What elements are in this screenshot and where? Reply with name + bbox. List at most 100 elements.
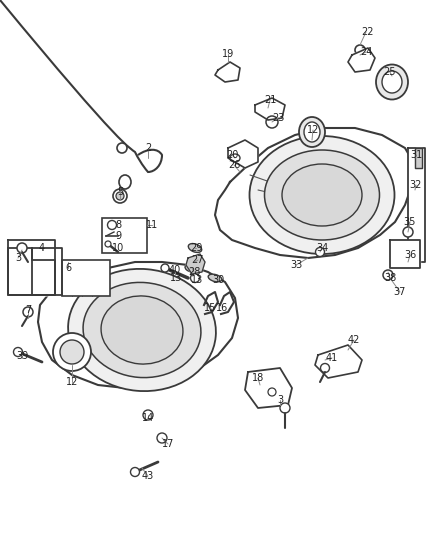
Bar: [102, 218, 147, 253]
Text: 35: 35: [404, 217, 416, 227]
Text: 10: 10: [112, 243, 124, 253]
Text: 36: 36: [404, 250, 416, 260]
Ellipse shape: [107, 221, 117, 230]
Ellipse shape: [191, 273, 199, 282]
Polygon shape: [408, 148, 425, 262]
Polygon shape: [186, 254, 205, 274]
Text: 12: 12: [66, 377, 78, 387]
Text: 34: 34: [316, 243, 328, 253]
Text: 5: 5: [117, 187, 123, 197]
Text: 13: 13: [191, 275, 203, 285]
Text: 11: 11: [146, 220, 158, 230]
Polygon shape: [228, 140, 258, 168]
Text: 20: 20: [226, 150, 238, 160]
Polygon shape: [255, 98, 285, 120]
Ellipse shape: [60, 340, 84, 364]
Ellipse shape: [23, 307, 33, 317]
Polygon shape: [8, 240, 55, 295]
Polygon shape: [32, 248, 62, 295]
Ellipse shape: [119, 175, 131, 189]
Text: 22: 22: [362, 27, 374, 37]
Ellipse shape: [315, 247, 325, 256]
Ellipse shape: [265, 150, 379, 240]
Ellipse shape: [208, 274, 222, 282]
Text: 40: 40: [169, 265, 181, 275]
Ellipse shape: [157, 433, 167, 443]
Text: 41: 41: [326, 353, 338, 363]
Text: 33: 33: [290, 260, 302, 270]
Text: 18: 18: [252, 373, 264, 383]
Ellipse shape: [383, 270, 393, 280]
Polygon shape: [415, 148, 422, 168]
Text: 7: 7: [25, 305, 31, 315]
Text: 23: 23: [272, 113, 284, 123]
Text: 25: 25: [384, 67, 396, 77]
Ellipse shape: [321, 364, 329, 373]
Ellipse shape: [53, 333, 91, 371]
Ellipse shape: [403, 227, 413, 237]
Text: 13: 13: [170, 273, 182, 283]
Text: 24: 24: [360, 47, 372, 57]
Ellipse shape: [188, 244, 202, 253]
Text: 39: 39: [16, 351, 28, 361]
Text: 38: 38: [384, 273, 396, 283]
Polygon shape: [38, 262, 238, 388]
Ellipse shape: [280, 403, 290, 413]
Text: 27: 27: [192, 255, 204, 265]
Polygon shape: [8, 248, 55, 295]
Polygon shape: [245, 368, 292, 408]
Ellipse shape: [250, 136, 395, 254]
Polygon shape: [215, 128, 415, 258]
Text: 3: 3: [15, 253, 21, 263]
Ellipse shape: [17, 243, 27, 253]
Ellipse shape: [230, 154, 240, 162]
Text: 16: 16: [216, 303, 228, 313]
Ellipse shape: [161, 264, 169, 272]
Ellipse shape: [68, 269, 216, 391]
Ellipse shape: [116, 192, 124, 200]
Ellipse shape: [185, 264, 199, 272]
Text: 30: 30: [212, 275, 224, 285]
Ellipse shape: [304, 122, 320, 142]
Ellipse shape: [131, 467, 139, 477]
Text: 32: 32: [410, 180, 422, 190]
Text: 12: 12: [307, 125, 319, 135]
Polygon shape: [215, 62, 240, 82]
Ellipse shape: [268, 388, 276, 396]
Ellipse shape: [105, 241, 111, 247]
Polygon shape: [390, 240, 420, 268]
Text: 4: 4: [39, 243, 45, 253]
Polygon shape: [315, 345, 362, 378]
Ellipse shape: [117, 143, 127, 153]
Text: 8: 8: [115, 220, 121, 230]
Text: 2: 2: [145, 143, 151, 153]
Text: 37: 37: [394, 287, 406, 297]
Text: 3: 3: [277, 395, 283, 405]
Ellipse shape: [266, 116, 278, 128]
Text: 15: 15: [204, 303, 216, 313]
Text: 26: 26: [228, 160, 240, 170]
Ellipse shape: [101, 296, 183, 364]
Ellipse shape: [83, 282, 201, 377]
Ellipse shape: [113, 189, 127, 203]
Ellipse shape: [299, 117, 325, 147]
Text: 43: 43: [142, 471, 154, 481]
Ellipse shape: [376, 64, 408, 100]
Ellipse shape: [382, 71, 402, 93]
Text: 17: 17: [162, 439, 174, 449]
Ellipse shape: [143, 410, 153, 420]
Text: 14: 14: [142, 413, 154, 423]
Text: 21: 21: [264, 95, 276, 105]
Text: 42: 42: [348, 335, 360, 345]
Polygon shape: [348, 48, 375, 72]
Text: 28: 28: [188, 267, 200, 277]
Text: 9: 9: [115, 231, 121, 241]
Text: 19: 19: [222, 49, 234, 59]
Ellipse shape: [355, 45, 365, 55]
Text: 6: 6: [65, 263, 71, 273]
Bar: [62, 260, 110, 296]
Text: 29: 29: [190, 243, 202, 253]
Ellipse shape: [14, 348, 22, 357]
Text: 31: 31: [410, 150, 422, 160]
Ellipse shape: [282, 164, 362, 226]
